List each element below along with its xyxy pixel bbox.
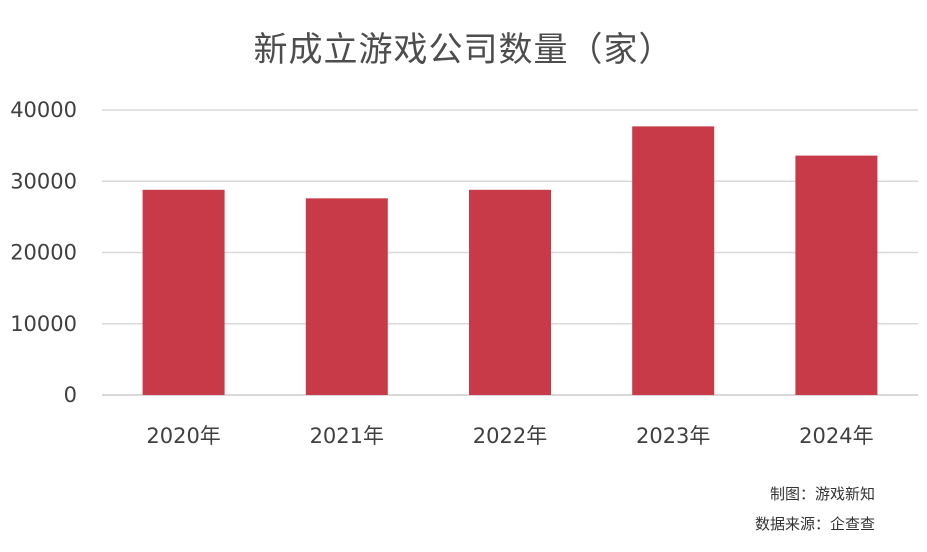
x-tick-label: 2024年 — [799, 424, 873, 448]
y-tick-label: 10000 — [10, 312, 77, 336]
x-tick-label: 2021年 — [310, 424, 384, 448]
x-tick-label: 2020年 — [146, 424, 220, 448]
y-tick-label: 20000 — [10, 241, 77, 265]
x-tick-label: 2022年 — [473, 424, 547, 448]
bar — [142, 189, 225, 395]
chart-title: 新成立游戏公司数量（家） — [253, 30, 674, 70]
data-source: 数据来源：企查查 — [754, 515, 875, 533]
x-tick-label: 2023年 — [636, 424, 710, 448]
chart-credit: 制图：游戏新知 — [769, 485, 875, 503]
bar — [469, 189, 551, 395]
y-tick-label: 0 — [64, 383, 77, 407]
bar — [632, 126, 715, 395]
bar — [305, 198, 388, 395]
bar — [795, 155, 878, 395]
y-tick-label: 40000 — [10, 98, 77, 122]
y-tick-label: 30000 — [10, 169, 77, 193]
